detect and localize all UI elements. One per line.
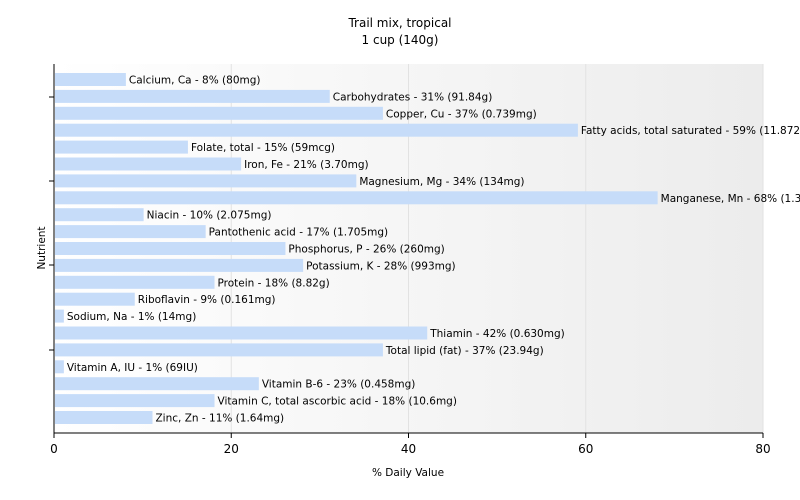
bar-label-7: Manganese, Mn - 68% (1.352mg) [661, 193, 800, 205]
bar-label-8: Niacin - 10% (2.075mg) [147, 210, 272, 222]
bar-8 [55, 208, 144, 222]
bar-label-19: Vitamin C, total ascorbic acid - 18% (10… [218, 396, 457, 408]
bar-19 [55, 394, 215, 408]
y-axis-label: Nutrient [36, 226, 48, 269]
bar-3 [55, 123, 578, 137]
bar-0 [55, 73, 126, 86]
bar-label-18: Vitamin B-6 - 23% (0.458mg) [262, 379, 416, 391]
x-tick-label-0: 0 [50, 442, 58, 456]
bar-label-6: Magnesium, Mg - 34% (134mg) [359, 176, 524, 188]
bar-label-3: Fatty acids, total saturated - 59% (11.8… [581, 125, 800, 137]
bar-15 [55, 326, 428, 340]
x-tick-label-3: 60 [578, 442, 593, 456]
x-tick-label-1: 20 [224, 442, 239, 456]
bar-label-9: Pantothenic acid - 17% (1.705mg) [209, 227, 388, 239]
bar-18 [55, 377, 259, 391]
bar-label-11: Potassium, K - 28% (993mg) [306, 260, 456, 272]
bar-label-2: Copper, Cu - 37% (0.739mg) [386, 108, 537, 120]
x-tick-label-4: 80 [755, 442, 770, 456]
bar-20 [55, 411, 153, 424]
bar-label-12: Protein - 18% (8.82g) [218, 277, 330, 289]
bars-group: Calcium, Ca - 8% (80mg) Carbohydrates - 3… [55, 73, 800, 425]
bar-9 [55, 225, 206, 239]
bar-label-4: Folate, total - 15% (59mcg) [191, 142, 335, 154]
bar-6 [55, 174, 357, 188]
chart-subtitle: 1 cup (140g) [362, 33, 439, 47]
x-axis-label: % Daily Value [372, 467, 444, 479]
bar-5 [55, 157, 242, 171]
chart-title: Trail mix, tropical [347, 16, 451, 30]
bar-12 [55, 275, 215, 289]
bar-label-16: Total lipid (fat) - 37% (23.94g) [385, 345, 544, 357]
x-tick-label-2: 40 [401, 442, 416, 456]
bar-label-0: Calcium, Ca - 8% (80mg) [129, 75, 261, 87]
bar-14 [55, 309, 64, 323]
bar-label-17: Vitamin A, IU - 1% (69IU) [67, 362, 198, 374]
bar-17 [55, 360, 64, 374]
bar-13 [55, 292, 135, 306]
bar-1 [55, 89, 330, 103]
bar-label-5: Iron, Fe - 21% (3.70mg) [244, 159, 368, 171]
bar-label-14: Sodium, Na - 1% (14mg) [67, 311, 196, 323]
bar-11 [55, 258, 304, 272]
bar-label-10: Phosphorus, P - 26% (260mg) [288, 244, 444, 256]
bar-label-15: Thiamin - 42% (0.630mg) [429, 328, 565, 340]
bar-label-20: Zinc, Zn - 11% (1.64mg) [155, 413, 284, 425]
bar-16 [55, 343, 383, 357]
bar-label-1: Carbohydrates - 31% (91.84g) [333, 91, 493, 103]
bar-4 [55, 140, 188, 154]
bar-label-13: Riboflavin - 9% (0.161mg) [138, 294, 276, 306]
bar-10 [55, 242, 286, 255]
bar-2 [55, 106, 383, 120]
bar-7 [55, 191, 658, 205]
axes: 0 20 40 60 80 [49, 64, 771, 456]
